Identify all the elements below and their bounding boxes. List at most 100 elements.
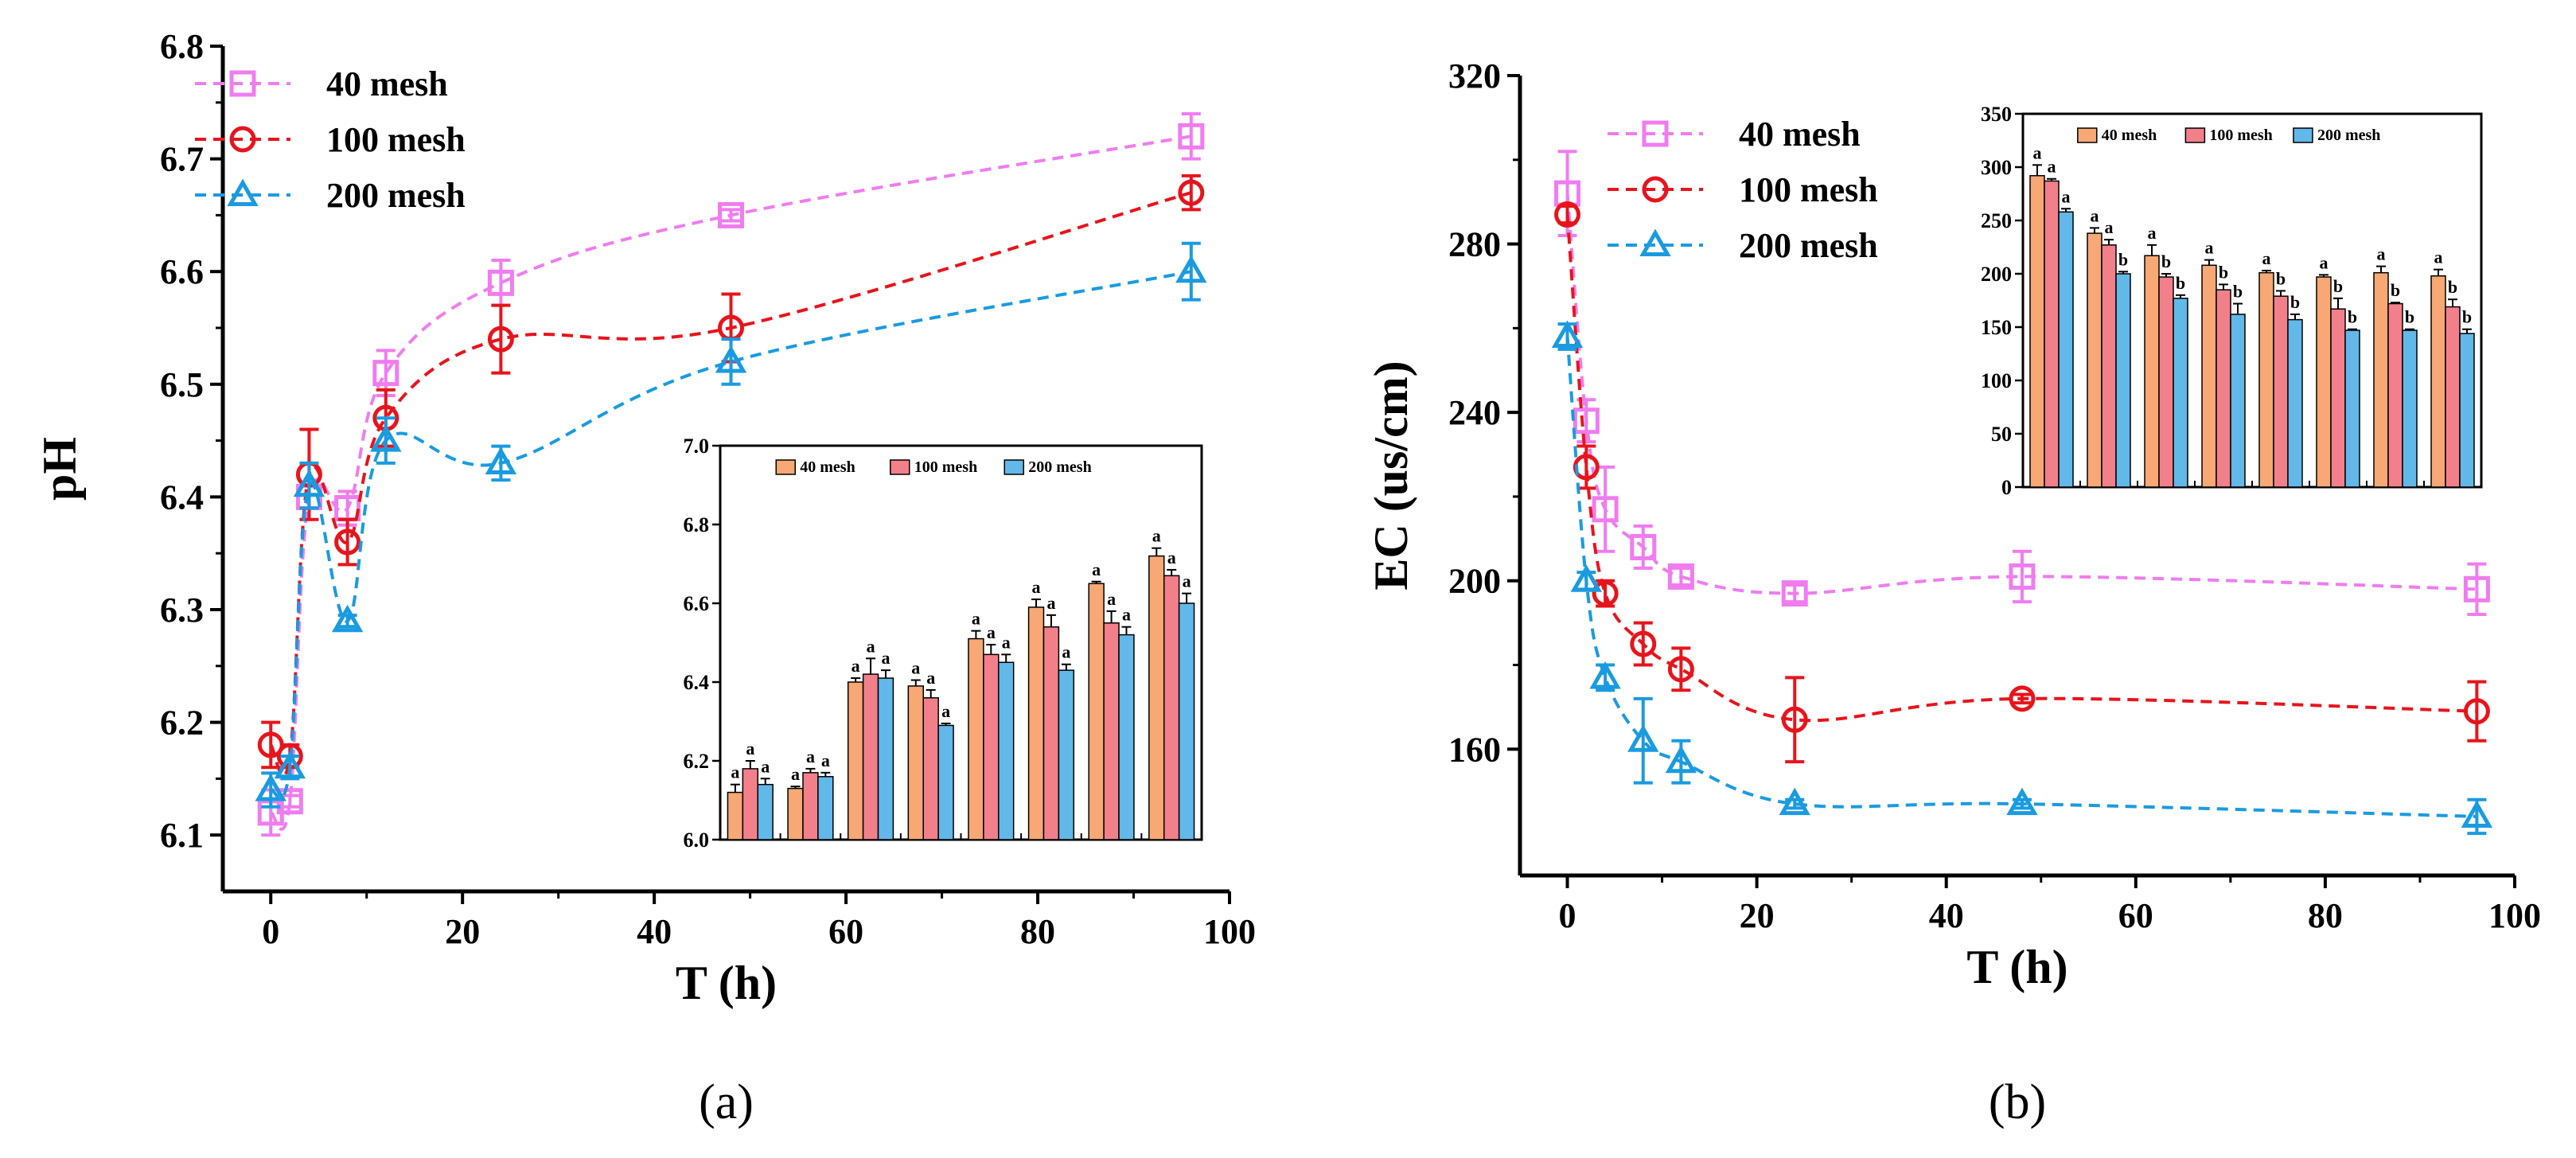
inset-bar [922,697,939,840]
inset-significance-letter: a [1152,526,1161,546]
x-tick-label: 20 [1740,896,1775,935]
inset-significance-letter: a [1122,605,1131,625]
data-point [1572,407,1600,435]
data-point [2009,563,2036,590]
y-tick-label: 240 [1448,393,1501,432]
legend-label: 200 mesh [1739,226,1878,265]
inset-significance-letter: a [2033,142,2042,162]
inset-significance-letter: a [1167,548,1176,567]
legend-marker [227,178,259,207]
inset-legend-label: 200 mesh [1028,458,1091,476]
data-point [2463,575,2490,602]
inset-bar [2115,273,2131,488]
y-tick-label: 320 [1448,57,1501,96]
inset-y-tick-label: 6.0 [684,829,710,852]
x-tick-label: 100 [2488,896,2541,935]
inset-significance-letter: a [2048,157,2056,177]
x-tick-label: 20 [445,912,480,951]
inset-significance-letter: b [2233,282,2243,302]
data-point [485,446,517,474]
inset-y-tick-label: 150 [1981,316,2012,339]
inset-legend-swatch [890,459,910,475]
inset-legend-swatch [2293,127,2313,143]
inset-significance-letter: a [881,648,890,668]
data-point [370,424,402,452]
inset-significance-letter: b [2176,273,2185,293]
data-point [1554,201,1581,228]
inset-bar [2173,298,2188,488]
x-tick-label: 60 [828,912,863,951]
x-tick-label: 40 [637,912,672,951]
legend-marker [229,126,256,153]
series-200-mesh [1551,320,2493,836]
inset-bar [2430,275,2446,488]
inset-legend-swatch [775,459,796,475]
inset-bar-chart: 050100150200250300350aaaaababbabbabbabba… [1981,103,2483,499]
inset-significance-letter: a [911,658,920,678]
inset-legend-label: 200 mesh [2317,127,2380,144]
inset-legend-swatch [2077,127,2098,143]
inset-significance-letter: b [2405,307,2414,327]
legend-label: 100 mesh [1739,170,1878,209]
inset-significance-letter: b [2118,249,2128,269]
inset-bar [2373,271,2389,488]
inset-bar [2230,314,2246,488]
x-tick-label: 80 [1020,912,1055,951]
inset-significance-letter: a [2105,217,2114,237]
data-point [1781,706,1808,733]
inset-y-tick-label: 7.0 [684,435,710,458]
data-point [1589,661,1621,689]
inset-bar [2258,271,2274,488]
data-point [1781,580,1808,607]
data-point [718,201,745,228]
inset-bar [2445,306,2461,488]
inset-bar [2044,180,2060,488]
inset-significance-letter: b [2448,277,2457,297]
series-line [1565,214,2477,723]
data-point [1779,787,1810,816]
inset-legend-label: 100 mesh [2209,127,2272,144]
data-point [1667,656,1694,683]
data-point [331,604,364,633]
inset-significance-letter: b [2348,307,2357,327]
y-tick-label: 6.1 [160,816,204,855]
data-point [1178,123,1205,150]
data-point [1570,564,1603,592]
data-point [255,774,286,801]
inset-significance-letter: a [941,701,950,721]
legend-label: 40 mesh [326,64,448,103]
inset-bar [817,776,834,840]
data-point [293,469,325,497]
inset-bar [968,637,984,840]
legend-marker [1639,228,1671,257]
inset-bar [2158,276,2174,488]
inset-significance-letter: a [761,756,770,776]
inset-significance-letter: a [972,609,980,629]
y-tick-label: 6.2 [160,704,204,743]
legend: 40 mesh 100 mesh 200 mesh [1608,115,1878,265]
y-tick-label: 160 [1448,730,1501,769]
y-tick-label: 6.7 [160,140,204,179]
inset-bar [787,787,804,840]
inset-bar [1042,626,1060,840]
inset-significance-letter: a [1046,593,1055,613]
data-point [274,751,306,779]
y-tick-label: 6.6 [160,252,204,291]
inset-significance-letter: a [1032,577,1041,597]
inset-significance-letter: a [821,751,830,770]
inset-significance-letter: a [2205,238,2214,258]
inset-legend-label: 100 mesh [914,458,977,476]
inset-significance-letter: a [867,636,875,656]
inset-y-tick-label: 50 [1991,423,2012,446]
inset-bar [1058,669,1075,840]
x-tick-label: 60 [2118,896,2153,935]
inset-bar [2387,302,2403,488]
y-tick-label: 200 [1448,562,1501,601]
inset-bar [907,685,924,840]
inset-legend-swatch [2184,127,2206,143]
inset-y-tick-label: 300 [1981,156,2012,179]
inset-y-tick-label: 6.2 [684,750,710,773]
inset-legend: 40 mesh 100 mesh 200 mesh [775,458,1092,476]
data-point [2006,787,2038,816]
data-point [276,788,303,815]
